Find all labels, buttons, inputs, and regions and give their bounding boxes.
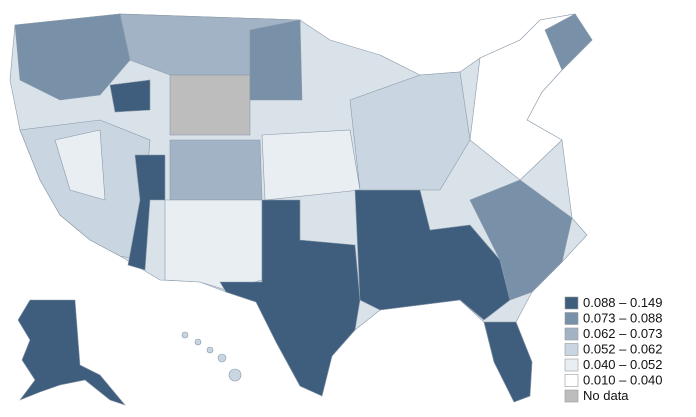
legend-label: No data (583, 388, 629, 403)
legend-label: 0.052 – 0.062 (583, 341, 663, 356)
idaho-region (109, 79, 151, 113)
legend-swatch (564, 296, 579, 310)
legend-label: 0.010 – 0.040 (583, 372, 663, 387)
florida-region (483, 321, 533, 403)
legend-label: 0.073 – 0.088 (583, 310, 663, 325)
legend-swatch (564, 358, 579, 372)
hawaii (181, 331, 242, 382)
hawaii-island (217, 353, 227, 363)
hawaii-island (181, 331, 189, 339)
legend-label: 0.062 – 0.073 (583, 326, 663, 341)
legend-label: 0.040 – 0.052 (583, 357, 663, 372)
maine-region (544, 13, 593, 71)
legend-swatch (564, 374, 579, 387)
dakota-region (249, 19, 303, 101)
nevada-region (54, 129, 106, 201)
utah-region (127, 154, 166, 271)
no-data-region (169, 74, 251, 136)
legend-label: 0.088 – 0.149 (583, 295, 663, 310)
new-mexico-region (164, 199, 263, 291)
legend-swatch (564, 343, 579, 356)
south-region (354, 189, 511, 321)
texas-region (219, 199, 361, 397)
legend-swatch (564, 312, 579, 325)
plains-region (261, 129, 361, 201)
legend-swatch (564, 389, 579, 403)
hawaii-island (194, 338, 202, 346)
hawaii-island (228, 368, 242, 382)
legend-swatch (564, 327, 579, 341)
alaska (17, 299, 126, 406)
southeast-region (469, 179, 573, 301)
hawaii-island (206, 346, 214, 354)
colorado-region (169, 139, 263, 201)
